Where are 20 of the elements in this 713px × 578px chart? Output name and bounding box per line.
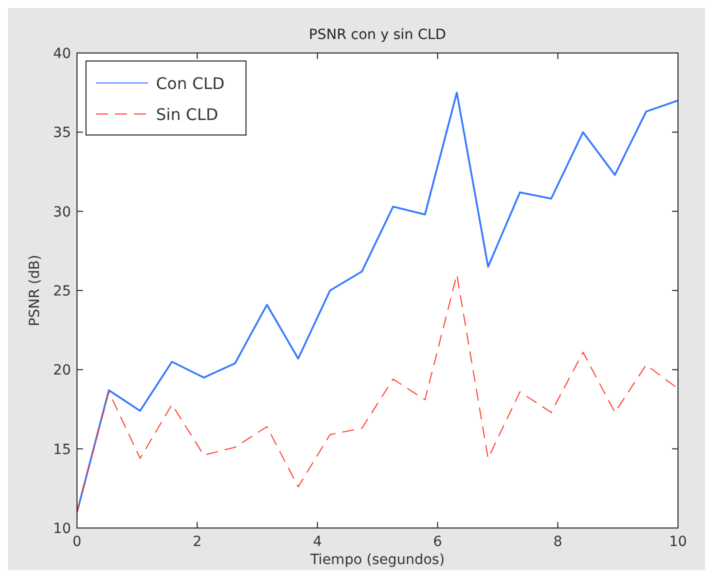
- line-series: [76, 92, 679, 514]
- x-axis-title: Tiempo (segundos): [309, 552, 445, 568]
- y-tick-label: 20: [53, 362, 71, 379]
- y-tick-label: 15: [53, 442, 71, 458]
- line-series: [76, 274, 678, 513]
- x-tick-label: 0: [72, 534, 82, 550]
- y-tick-label: 30: [53, 204, 71, 220]
- x-tick-label: 4: [312, 534, 322, 550]
- x-tick-label: 8: [553, 534, 562, 550]
- y-tick-label: 35: [53, 125, 71, 142]
- legend-label: Con CLD: [156, 74, 225, 93]
- y-tick-label: 10: [53, 521, 71, 537]
- y-tick-label: 25: [53, 284, 71, 300]
- y-axis-title: PSNR (dB): [27, 254, 43, 326]
- x-tick-label: 10: [669, 534, 687, 550]
- chart-title: PSNR con y sin CLD: [308, 27, 446, 43]
- x-tick-label: 6: [433, 534, 442, 550]
- x-tick-label: 2: [192, 534, 202, 550]
- legend-label: Sin CLD: [156, 105, 218, 124]
- y-tick-label: 40: [53, 46, 71, 62]
